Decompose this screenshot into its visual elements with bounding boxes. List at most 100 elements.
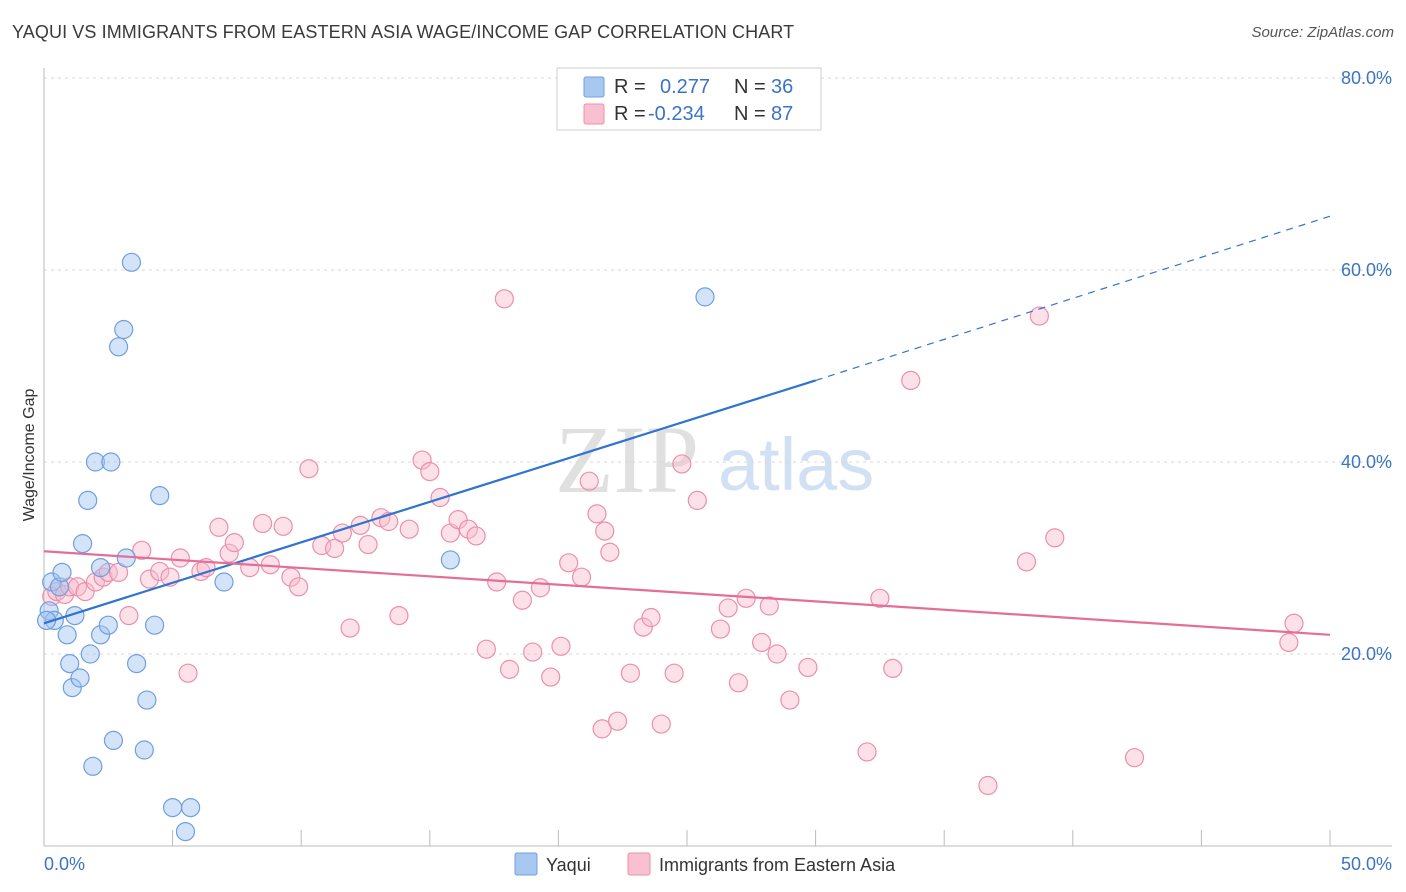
y-tick-labels: 20.0% 40.0% 60.0% 80.0% [1341, 68, 1392, 664]
immigrants-point [132, 540, 152, 560]
series-immigrants-points [42, 289, 1304, 796]
immigrants-point [530, 578, 550, 598]
immigrants-point [358, 534, 378, 555]
y-axis-title: Wage/Income Gap [21, 389, 38, 522]
yaqui-point [695, 287, 715, 307]
bottom-legend-label-yaqui: Yaqui [546, 855, 591, 875]
immigrants-point [448, 509, 468, 530]
immigrants-point [340, 618, 360, 638]
immigrants-point [798, 657, 818, 678]
immigrants-point [1279, 632, 1299, 653]
yaqui-point [181, 797, 201, 818]
yaqui-point [90, 625, 111, 645]
immigrants-point [1284, 613, 1304, 633]
immigrants-point [664, 663, 684, 683]
yaqui-point [49, 577, 70, 597]
yaqui-point [134, 740, 154, 760]
watermark: ZIP atlas [555, 406, 874, 513]
immigrants-point [883, 658, 903, 679]
immigrants-point [458, 519, 478, 539]
x-tick-label-min: 0.0% [44, 854, 85, 874]
immigrants-point [600, 542, 620, 562]
immigrants-point [978, 775, 998, 796]
yaqui-point [144, 615, 165, 635]
immigrants-point [870, 588, 890, 608]
yaqui-point [90, 557, 111, 578]
legend-swatch-immigrants [583, 103, 605, 125]
immigrants-point [494, 289, 514, 309]
immigrants-point [219, 543, 239, 563]
series-yaqui-points [36, 252, 715, 842]
immigrants-point [620, 663, 641, 683]
axes [43, 68, 1392, 847]
immigrants-point [523, 642, 543, 662]
immigrants-point [541, 667, 561, 687]
yaqui-point [78, 490, 98, 510]
chart-title: YAQUI VS IMMIGRANTS FROM EASTERN ASIA WA… [12, 22, 795, 42]
yaqui-point [101, 452, 121, 472]
immigrants-point [389, 605, 409, 626]
immigrants-point [350, 515, 370, 535]
immigrants-point [551, 636, 571, 656]
yaqui-point [214, 572, 234, 592]
immigrants-point [579, 471, 599, 491]
immigrants-point [209, 517, 229, 537]
immigrants-point [150, 561, 170, 582]
yaqui-point [163, 797, 183, 818]
immigrants-point [399, 519, 419, 539]
legend-r-label-immigrants: R = [614, 103, 646, 125]
immigrants-point [1124, 748, 1145, 768]
yaqui-point [57, 625, 77, 645]
immigrants-point [857, 742, 877, 762]
immigrants-point [170, 548, 190, 568]
immigrants-point [224, 533, 244, 553]
yaqui-point [175, 821, 196, 842]
immigrants-point [571, 567, 592, 587]
immigrants-point [641, 607, 661, 628]
immigrants-point [75, 581, 95, 602]
yaqui-point [108, 337, 129, 357]
immigrants-point [759, 596, 779, 616]
legend-n-value-yaqui: 36 [771, 76, 793, 98]
yaqui-point [121, 252, 142, 272]
immigrants-point [119, 605, 139, 626]
immigrants-point [595, 521, 615, 541]
yaqui-point [114, 319, 134, 340]
immigrants-point [412, 450, 432, 470]
immigrants-point [273, 516, 293, 536]
immigrants-point [607, 711, 628, 731]
immigrants-point [687, 490, 707, 510]
immigrants-point [325, 538, 345, 559]
immigrants-point [559, 553, 579, 573]
immigrants-point [901, 370, 921, 390]
y-tick-label: 80.0% [1341, 68, 1392, 88]
immigrants-point [139, 569, 160, 589]
series-legend: Yaqui Immigrants from Eastern Asia [514, 852, 896, 876]
immigrants-point [1029, 306, 1049, 326]
immigrants-point [672, 454, 692, 474]
immigrants-point [767, 644, 787, 664]
legend-r-value-immigrants: -0.234 [648, 103, 705, 125]
yaqui-point [137, 690, 157, 710]
yaqui-point [70, 668, 90, 688]
yaqui-point [85, 452, 106, 472]
immigrants-point [476, 639, 496, 659]
y-tick-label: 60.0% [1341, 260, 1392, 280]
immigrants-point [751, 632, 772, 653]
immigrants-point [178, 663, 198, 683]
y-tick-label: 40.0% [1341, 452, 1392, 472]
yaqui-point [150, 486, 170, 506]
immigrants-point [592, 719, 612, 739]
immigrants-point [289, 577, 309, 597]
trend-lines [43, 215, 1331, 636]
immigrants-point [299, 459, 319, 479]
immigrants-point [420, 462, 440, 482]
immigrants-point [1016, 552, 1037, 572]
immigrants-point [651, 714, 671, 734]
x-tick-label-max: 50.0% [1341, 854, 1392, 874]
legend-n-label-immigrants: N = [734, 103, 766, 125]
legend-n-label-yaqui: N = [734, 76, 766, 98]
yaqui-point [80, 644, 100, 664]
yaqui-point [83, 756, 103, 776]
